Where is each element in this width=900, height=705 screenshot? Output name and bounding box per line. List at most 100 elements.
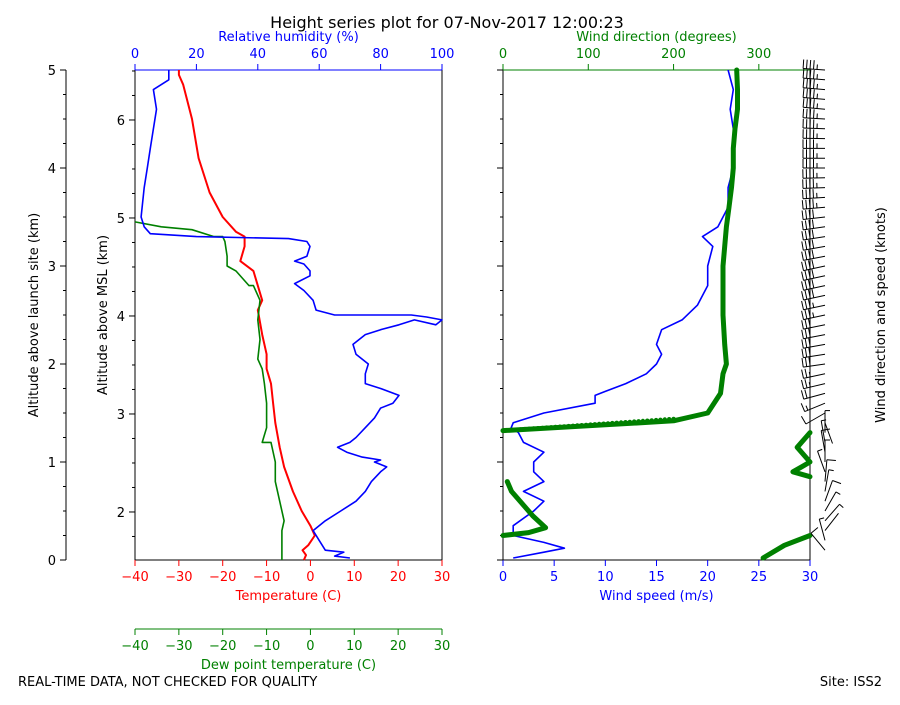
wind-direction-point bbox=[663, 417, 667, 421]
outer-altitude-tick-label: 5 bbox=[48, 64, 56, 79]
temperature-tick-label: 20 bbox=[390, 570, 407, 585]
wind-barb-flag bbox=[805, 329, 807, 338]
wind-barb-flag bbox=[805, 231, 806, 240]
wind-barb-flag bbox=[812, 289, 814, 298]
wind-direction-point bbox=[628, 420, 632, 424]
wind-barb-flag bbox=[802, 221, 803, 230]
outer-altitude-tick-label: 3 bbox=[48, 260, 56, 275]
dewpoint-tick-label: −40 bbox=[121, 639, 148, 654]
wind-barb-flag bbox=[805, 310, 807, 319]
wind-direction-point bbox=[531, 426, 535, 430]
msl-altitude-axis-label: Altitude above MSL (km) bbox=[96, 235, 111, 395]
wind-barb-flag bbox=[806, 190, 807, 199]
rh-tick-label: 100 bbox=[430, 47, 455, 62]
wind-direction-axis-label: Wind direction (degrees) bbox=[576, 30, 736, 45]
wind-barb-flag bbox=[802, 311, 804, 320]
wind-direction-point bbox=[667, 417, 671, 421]
wind-direction-point bbox=[566, 424, 570, 428]
wind-barb-staff bbox=[811, 533, 825, 550]
footer-quality-note: REAL-TIME DATA, NOT CHECKED FOR QUALITY bbox=[18, 675, 317, 690]
wind-barb-flag bbox=[813, 199, 814, 208]
wind-direction-point bbox=[658, 418, 662, 422]
wind-direction-point bbox=[580, 423, 584, 427]
dewpoint-tick-label: −20 bbox=[209, 639, 236, 654]
wind-barb-flag bbox=[812, 269, 814, 278]
wind-direction-tick-label: 0 bbox=[499, 47, 507, 62]
wind-barb-flag bbox=[806, 210, 807, 219]
wind-direction-point bbox=[540, 426, 544, 430]
dewpoint-tick-label: 20 bbox=[390, 639, 407, 654]
wind-direction-series bbox=[501, 70, 810, 558]
wind-barb-half-flag bbox=[817, 94, 818, 99]
wind-barb-flag bbox=[802, 231, 803, 240]
temperature-tick-label: −20 bbox=[209, 570, 236, 585]
wind-direction-point bbox=[575, 423, 579, 427]
rh-axis-label: Relative humidity (%) bbox=[218, 30, 359, 45]
wind-direction-point bbox=[505, 428, 509, 432]
wind-direction-point bbox=[523, 427, 527, 431]
wind-direction-point bbox=[536, 426, 540, 430]
wind-direction-point bbox=[597, 422, 601, 426]
wind-barb-flag bbox=[803, 190, 804, 199]
msl-altitude-tick-label: 5 bbox=[117, 212, 125, 227]
wind-barb-flag bbox=[803, 109, 804, 118]
wind-barb-flag bbox=[802, 339, 804, 348]
wind-barb-flag bbox=[801, 403, 805, 411]
wind-barb-staff bbox=[803, 78, 825, 80]
wind-barb-half-flag bbox=[840, 504, 844, 507]
wind-barb-flag bbox=[813, 189, 814, 198]
wind-speed-tick-label: 25 bbox=[751, 570, 768, 585]
wind-direction-line bbox=[793, 433, 810, 477]
msl-altitude-tick-label: 2 bbox=[117, 506, 125, 521]
outer-altitude-tick-label: 0 bbox=[48, 554, 56, 569]
wind-direction-tick-label: 300 bbox=[746, 47, 771, 62]
wind-barb-flag bbox=[833, 481, 842, 484]
wind-direction-point bbox=[650, 418, 654, 422]
wind-barb-flag bbox=[814, 99, 815, 108]
wind-speed-tick-label: 30 bbox=[802, 570, 819, 585]
wind-barb-flag bbox=[805, 379, 807, 388]
wind-direction-point bbox=[562, 424, 566, 428]
wind-barb-flag bbox=[810, 79, 811, 88]
wind-barb-flag bbox=[802, 272, 804, 281]
temperature-line bbox=[179, 70, 315, 560]
wind-barb-flag bbox=[807, 69, 808, 78]
wind-barb-flag bbox=[812, 230, 813, 239]
wind-direction-point bbox=[501, 428, 505, 432]
wind-direction-point bbox=[606, 421, 610, 425]
wind-barb-flag bbox=[802, 262, 804, 271]
wind-barb-flag bbox=[805, 300, 807, 309]
temperature-tick-label: 30 bbox=[434, 570, 451, 585]
wind-barb-flag bbox=[802, 291, 804, 300]
wind-speed-axis-label: Wind speed (m/s) bbox=[599, 589, 713, 604]
wind-barb-half-flag bbox=[817, 84, 818, 89]
outer-altitude-tick-label: 4 bbox=[48, 162, 56, 177]
wind-barb-flag bbox=[805, 369, 807, 378]
wind-direction-point bbox=[654, 418, 658, 422]
msl-altitude-tick-label: 6 bbox=[117, 114, 125, 129]
wind-direction-point bbox=[615, 421, 619, 425]
rh-tick-label: 40 bbox=[250, 47, 267, 62]
outer-altitude-axis-label: Altitude above launch site (km) bbox=[27, 213, 42, 417]
dewpoint-tick-label: −30 bbox=[165, 639, 192, 654]
wind-barb-flag bbox=[807, 60, 808, 69]
wind-barb-flag bbox=[802, 200, 803, 209]
wind-speed-tick-label: 20 bbox=[699, 570, 716, 585]
wind-direction-line bbox=[763, 536, 810, 559]
wind-barb-flag bbox=[805, 261, 807, 270]
wind-direction-tick-label: 200 bbox=[661, 47, 686, 62]
wind-barb-flag bbox=[805, 390, 807, 399]
wind-barb-flag bbox=[810, 99, 811, 108]
wind-barb-flag bbox=[810, 89, 811, 98]
wind-barb-flag bbox=[801, 416, 806, 424]
outer-altitude-tick-label: 2 bbox=[48, 358, 56, 373]
wind-barb-flag bbox=[810, 109, 811, 118]
wind-plot-frame bbox=[503, 70, 810, 560]
wind-barb-flag bbox=[827, 460, 836, 461]
dewpoint-tick-label: −10 bbox=[253, 639, 280, 654]
wind-barb-flag bbox=[805, 241, 807, 250]
temperature-tick-label: 0 bbox=[306, 570, 314, 585]
rh-tick-label: 0 bbox=[131, 47, 139, 62]
dewpoint-line bbox=[135, 222, 284, 560]
wind-direction-point bbox=[510, 428, 514, 432]
